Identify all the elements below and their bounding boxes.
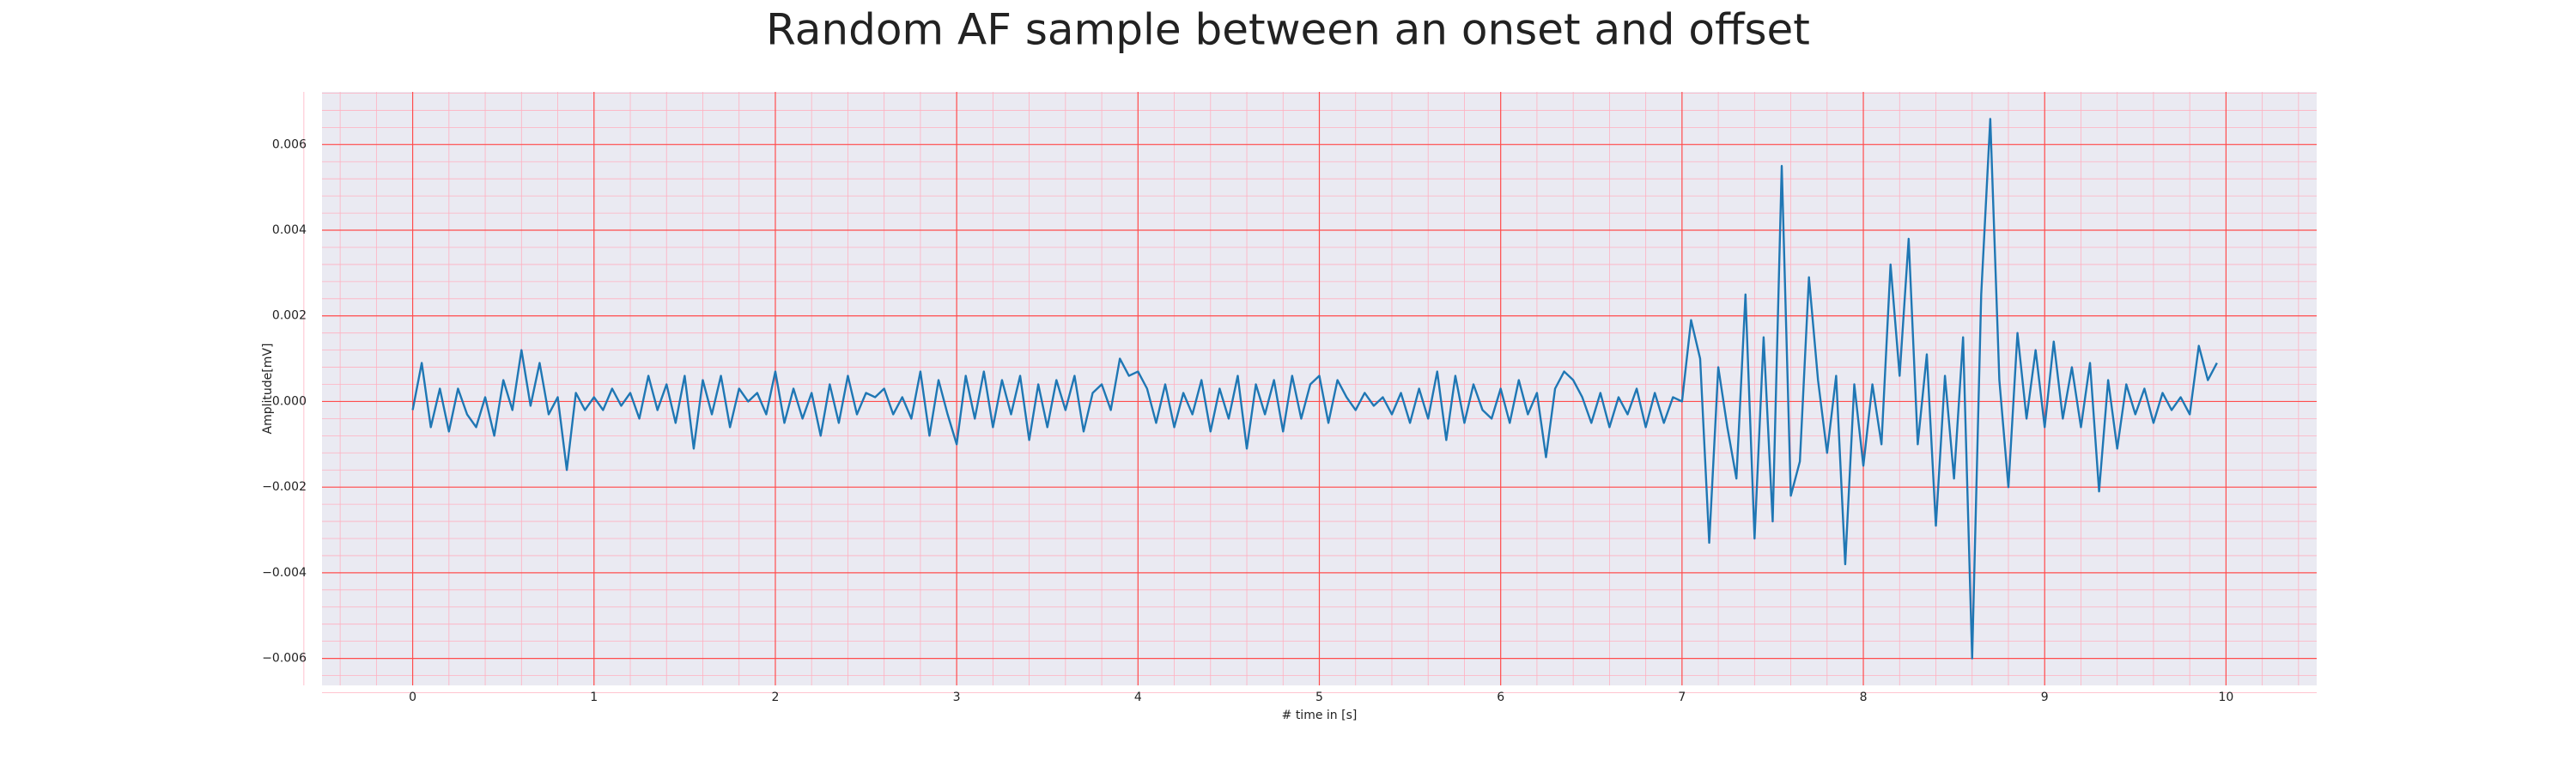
x-tick-label: 2 (771, 691, 779, 704)
y-tick-label: −0.006 (262, 652, 307, 666)
y-tick-label: 0.004 (272, 223, 307, 237)
y-tick-label: 0.002 (272, 309, 307, 323)
x-tick-label: 5 (1315, 691, 1323, 704)
x-tick-label: 3 (953, 691, 961, 704)
signal-line (411, 118, 2218, 660)
x-tick-label: 6 (1497, 691, 1504, 704)
chart-title: Random AF sample between an onset and of… (766, 5, 1810, 55)
x-tick-label: 9 (2041, 691, 2049, 704)
y-tick-label: −0.004 (262, 566, 307, 580)
x-tick-label: 4 (1134, 691, 1142, 704)
x-axis-label: # time in [s] (1282, 709, 1358, 722)
y-tick-label: 0.000 (272, 394, 307, 408)
x-tick-label: 8 (1860, 691, 1868, 704)
x-tick-label: 1 (590, 691, 598, 704)
x-tick-label: 7 (1678, 691, 1686, 704)
y-axis-label: Amplitude[mV] (261, 344, 275, 435)
y-tick-label: −0.002 (262, 480, 307, 494)
y-tick-label: 0.006 (272, 137, 307, 151)
x-tick-label: 0 (409, 691, 416, 704)
x-tick-label: 10 (2218, 691, 2233, 704)
